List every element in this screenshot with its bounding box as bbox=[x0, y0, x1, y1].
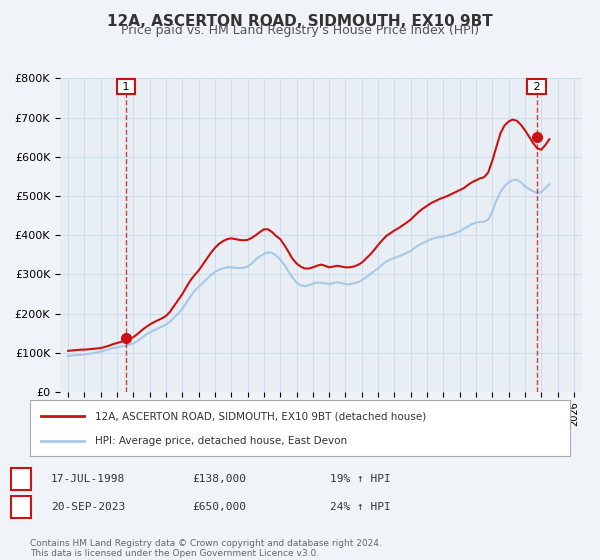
Text: HPI: Average price, detached house, East Devon: HPI: Average price, detached house, East… bbox=[95, 436, 347, 446]
Text: £138,000: £138,000 bbox=[192, 474, 246, 484]
Text: 2: 2 bbox=[17, 500, 25, 514]
Text: Price paid vs. HM Land Registry's House Price Index (HPI): Price paid vs. HM Land Registry's House … bbox=[121, 24, 479, 36]
Text: 2: 2 bbox=[530, 82, 544, 91]
Text: 19% ↑ HPI: 19% ↑ HPI bbox=[330, 474, 391, 484]
Text: £650,000: £650,000 bbox=[192, 502, 246, 512]
Text: 24% ↑ HPI: 24% ↑ HPI bbox=[330, 502, 391, 512]
Text: 20-SEP-2023: 20-SEP-2023 bbox=[51, 502, 125, 512]
Text: 17-JUL-1998: 17-JUL-1998 bbox=[51, 474, 125, 484]
Text: 12A, ASCERTON ROAD, SIDMOUTH, EX10 9BT: 12A, ASCERTON ROAD, SIDMOUTH, EX10 9BT bbox=[107, 14, 493, 29]
Text: 1: 1 bbox=[119, 82, 133, 91]
Text: 12A, ASCERTON ROAD, SIDMOUTH, EX10 9BT (detached house): 12A, ASCERTON ROAD, SIDMOUTH, EX10 9BT (… bbox=[95, 411, 426, 421]
Text: Contains HM Land Registry data © Crown copyright and database right 2024.
This d: Contains HM Land Registry data © Crown c… bbox=[30, 539, 382, 558]
Text: 1: 1 bbox=[17, 472, 25, 486]
